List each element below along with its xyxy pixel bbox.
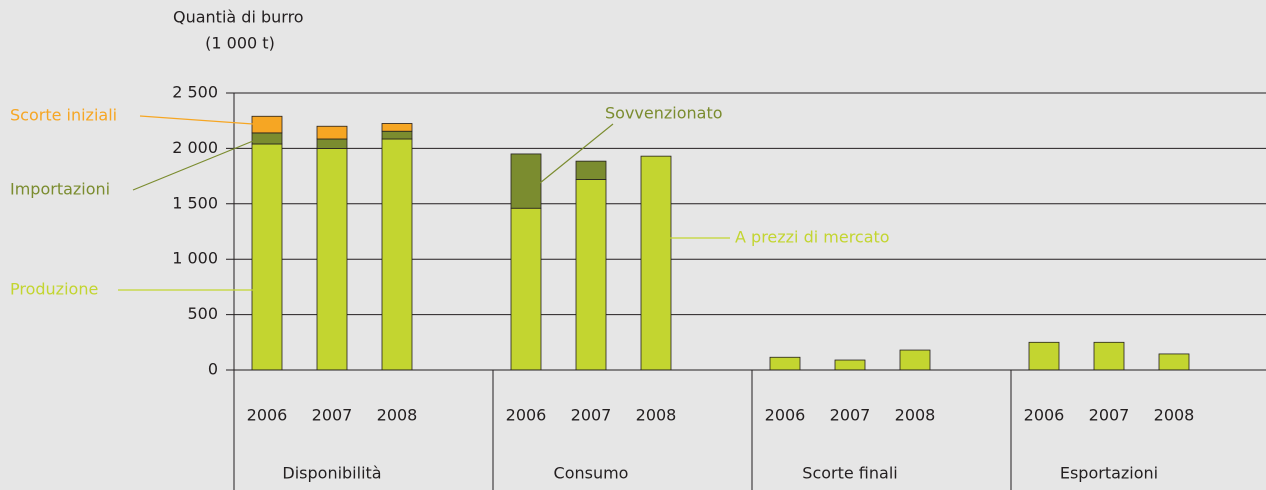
bar-segment xyxy=(510,207,542,371)
bar-segment xyxy=(251,132,283,145)
x-tick-label: 2008 xyxy=(636,406,677,425)
x-tick-label: 2006 xyxy=(765,406,806,425)
bar-segment xyxy=(251,143,283,371)
x-tick-label: 2007 xyxy=(312,406,353,425)
bar-segment xyxy=(316,125,348,140)
bar-segment xyxy=(1158,353,1190,371)
series-label: A prezzi di mercato xyxy=(735,228,890,247)
group-label: Scorte finali xyxy=(802,464,897,483)
bar-segment xyxy=(1093,341,1125,371)
bar-segment xyxy=(899,349,931,371)
y-axis-title: Quantià di burro xyxy=(173,8,304,27)
bar-segment xyxy=(251,115,283,134)
bar-segment xyxy=(316,147,348,371)
bar-segment xyxy=(510,153,542,209)
y-axis-unit: (1 000 t) xyxy=(205,34,275,53)
series-label: Scorte iniziali xyxy=(10,106,117,125)
leader-line xyxy=(139,115,254,125)
series-label: Sovvenzionato xyxy=(605,104,723,123)
group-label: Disponibilità xyxy=(282,464,381,483)
y-tick-label: 1 000 xyxy=(172,249,218,268)
bar-segment xyxy=(575,179,607,371)
bar-segment xyxy=(381,138,413,371)
bar-segment xyxy=(381,123,413,132)
series-label: Produzione xyxy=(10,280,98,299)
x-tick-label: 2006 xyxy=(506,406,547,425)
x-tick-label: 2006 xyxy=(247,406,288,425)
y-tick-label: 2 000 xyxy=(172,138,218,157)
bar-segment xyxy=(769,356,801,371)
bar-segment xyxy=(381,130,413,140)
leader-line xyxy=(132,140,254,191)
x-tick-label: 2006 xyxy=(1024,406,1065,425)
bar-segment xyxy=(316,138,348,149)
group-label: Esportazioni xyxy=(1060,464,1158,483)
y-tick-label: 2 500 xyxy=(172,83,218,102)
bar-segment xyxy=(834,359,866,371)
y-tick-label: 0 xyxy=(208,360,218,379)
series-label: Importazioni xyxy=(10,180,110,199)
x-tick-label: 2008 xyxy=(1154,406,1195,425)
group-label: Consumo xyxy=(554,464,629,483)
y-tick-label: 1 500 xyxy=(172,193,218,212)
x-tick-label: 2007 xyxy=(830,406,871,425)
bar-segment xyxy=(575,160,607,180)
bar-segment xyxy=(1028,341,1060,371)
x-tick-label: 2007 xyxy=(571,406,612,425)
x-tick-label: 2007 xyxy=(1089,406,1130,425)
x-tick-label: 2008 xyxy=(377,406,418,425)
y-tick-label: 500 xyxy=(187,304,218,323)
bar-segment xyxy=(640,155,672,371)
x-tick-label: 2008 xyxy=(895,406,936,425)
leader-line xyxy=(539,123,614,184)
